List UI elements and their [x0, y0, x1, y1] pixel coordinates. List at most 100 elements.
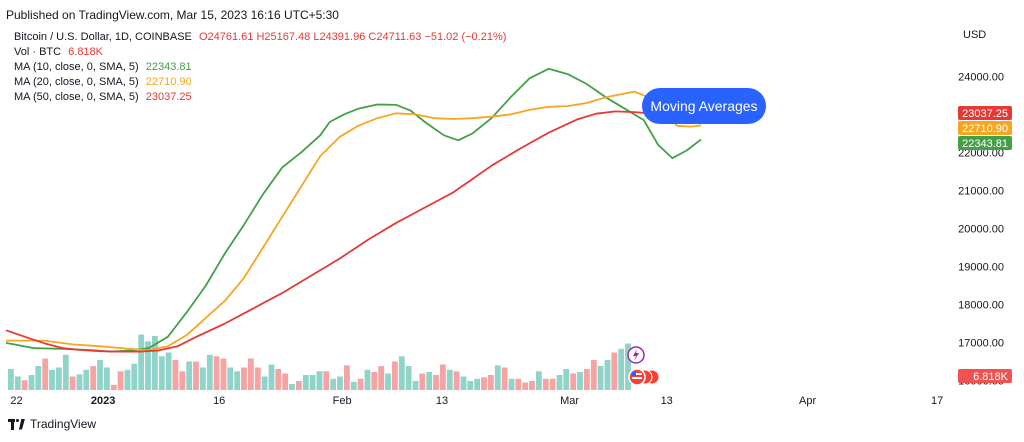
- volume-bar: [21, 380, 28, 391]
- volume-bar: [501, 367, 508, 390]
- legend-row-ma10: MA (10, close, 0, SMA, 5) 22343.81: [14, 60, 506, 75]
- volume-bar: [248, 358, 254, 390]
- volume-bar: [14, 376, 21, 390]
- volume-bar: [337, 376, 343, 390]
- time-axis[interactable]: 22 2023 16 Feb 13 Mar 13 Apr 17: [10, 395, 943, 407]
- volume-bar: [275, 369, 282, 390]
- x-tick-label: 13: [661, 395, 673, 407]
- ma50-label: MA (50, close, 0, SMA, 5): [14, 91, 139, 103]
- volume-bar: [49, 369, 55, 391]
- ma20-label: MA (20, close, 0, SMA, 5): [14, 76, 139, 88]
- volume-bar: [563, 369, 570, 390]
- volume-value-text: 6.818K: [973, 371, 1009, 383]
- volume-bar: [433, 375, 439, 390]
- volume-bar: [62, 354, 69, 391]
- volume-bar: [556, 375, 563, 390]
- callout-bubble: [642, 88, 766, 124]
- volume-bar: [385, 373, 391, 390]
- volume-bar: [152, 336, 158, 390]
- volume-bar: [200, 367, 206, 390]
- volume-bar: [549, 378, 556, 391]
- ma-series-line: [6, 90, 702, 351]
- volume-bar: [309, 375, 316, 390]
- y-tick-label: 24000.00: [958, 71, 1004, 83]
- volume-bar: [220, 358, 227, 390]
- volume-bar: [104, 367, 110, 390]
- volume-bar: [515, 378, 522, 391]
- volume-value: 6.818K: [68, 46, 104, 58]
- ma50-value: 23037.25: [145, 91, 192, 103]
- volume-bar: [323, 371, 330, 391]
- volume-bar: [316, 371, 323, 391]
- chart-legend: Bitcoin / U.S. Dollar, 1D, COINBASE O247…: [14, 30, 506, 105]
- last-value-badge: [958, 121, 1012, 135]
- flag-stripe-icon: [632, 373, 642, 375]
- volume-bar: [302, 375, 309, 390]
- volume-bar: [131, 363, 138, 391]
- last-value-text: 23037.25: [962, 108, 1008, 120]
- volume-bar: [522, 382, 529, 390]
- x-tick-label: 22: [10, 395, 22, 407]
- lightning-icon: [633, 349, 639, 361]
- volume-bar: [508, 378, 515, 391]
- volume-bar: [138, 334, 145, 390]
- last-value-labels: 23037.25 22710.90 22343.81 6.818K: [958, 106, 1012, 383]
- volume-bar: [145, 341, 151, 391]
- volume-bar: [56, 367, 62, 390]
- ma-lines: [5, 67, 702, 353]
- volume-bar: [481, 377, 487, 391]
- volume-bar: [446, 369, 453, 391]
- volume-bar: [90, 366, 97, 390]
- volume-bar: [467, 381, 474, 390]
- x-tick-label: 17: [931, 395, 943, 407]
- tradingview-brand: TradingView: [30, 417, 97, 431]
- currency-label: USD: [963, 29, 987, 41]
- published-header: Published on TradingView.com, Mar 15, 20…: [6, 8, 339, 22]
- volume-bar: [536, 371, 542, 391]
- y-tick-label: 21000.00: [958, 185, 1004, 197]
- tradingview-logo-icon: [8, 418, 25, 430]
- volume-bar: [261, 376, 268, 390]
- y-tick-label: 17000.00: [958, 338, 1004, 350]
- x-tick-label: Feb: [333, 395, 352, 407]
- volume-bar: [344, 365, 350, 391]
- volume-bar: [590, 360, 597, 390]
- legend-row-ma50: MA (50, close, 0, SMA, 5) 23037.25: [14, 90, 506, 105]
- volume-bar: [364, 369, 371, 391]
- legend-row-symbol: Bitcoin / U.S. Dollar, 1D, COINBASE O247…: [14, 30, 506, 45]
- volume-bar: [42, 358, 49, 390]
- symbol-label: Bitcoin / U.S. Dollar, 1D, COINBASE: [14, 31, 192, 43]
- volume-bar: [460, 376, 467, 390]
- last-value-badge: [958, 106, 1012, 120]
- volume-bar: [124, 369, 131, 391]
- x-tick-label: Mar: [560, 395, 579, 407]
- volume-bar: [8, 369, 14, 390]
- flag-canton-icon: [632, 372, 636, 376]
- volume-bar: [494, 365, 501, 391]
- volume-bar: [453, 371, 460, 391]
- volume-bar: [289, 384, 295, 390]
- last-value-text: 22343.81: [962, 138, 1008, 150]
- ma10-label: MA (10, close, 0, SMA, 5): [14, 61, 139, 73]
- ohlc-values: O24761.61 H25167.48 L24391.96 C24711.63 …: [198, 31, 507, 43]
- y-tick-label: 20000.00: [958, 224, 1004, 236]
- volume-bar: [597, 366, 604, 390]
- volume-bar: [330, 378, 337, 391]
- volume-bar: [97, 360, 103, 390]
- y-tick-label: 19000.00: [958, 262, 1004, 274]
- volume-bar: [83, 369, 90, 391]
- volume-bar: [392, 361, 398, 390]
- x-tick-label: 13: [436, 395, 448, 407]
- volume-bar: [227, 367, 234, 390]
- volume-bar: [405, 366, 412, 390]
- volume-bar: [172, 360, 179, 390]
- tradingview-footer[interactable]: TradingView: [8, 417, 96, 431]
- volume-bar: [371, 372, 378, 390]
- last-value-text: 22710.90: [962, 123, 1008, 135]
- volume-bar: [604, 360, 611, 390]
- volume-bar: [570, 373, 577, 390]
- volume-bar: [357, 378, 364, 391]
- volume-bar: [158, 356, 165, 391]
- legend-row-volume: Vol · BTC 6.818K: [14, 45, 506, 60]
